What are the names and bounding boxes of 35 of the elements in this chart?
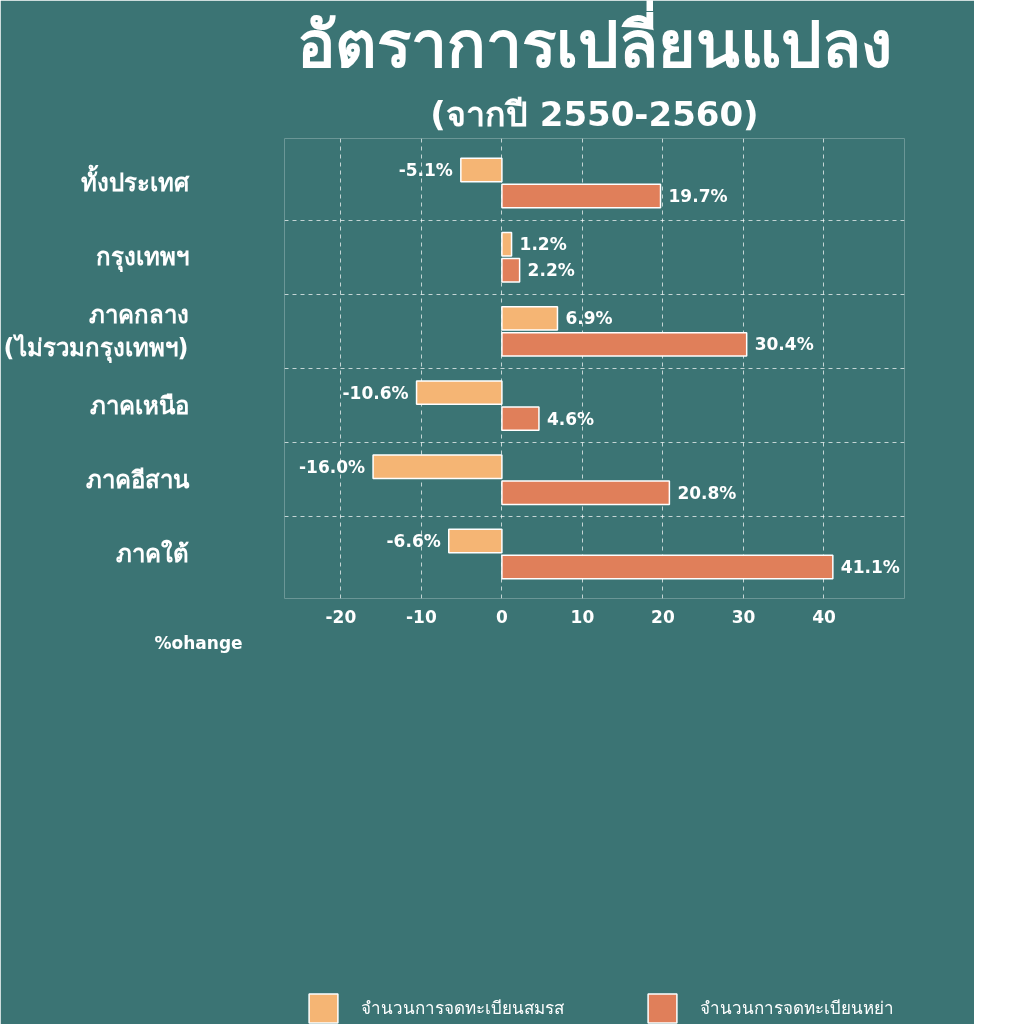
- bar: [448, 528, 503, 554]
- x-tick-label: -10: [406, 606, 437, 627]
- y-tick-label: กรุงเทพฯ: [95, 243, 189, 274]
- x-tick-label: 20: [651, 606, 675, 627]
- x-tick-label: -20: [325, 606, 357, 627]
- bar: [415, 380, 503, 406]
- bar: [501, 183, 662, 209]
- x-tick-label: 0: [495, 606, 508, 627]
- data-label: 6.9%: [565, 308, 613, 329]
- y-tick-label: ภาคเหนือ: [89, 391, 189, 420]
- x-axis-title: %ohange: [154, 632, 243, 653]
- data-label: 30.4%: [754, 334, 814, 355]
- bar: [501, 406, 540, 432]
- bar: [460, 157, 503, 183]
- x-tick-label: 10: [570, 606, 595, 627]
- chart-subtitle: (จากปี 2550-2560): [430, 93, 759, 134]
- data-label: 41.1%: [840, 556, 900, 577]
- data-label: 19.7%: [668, 186, 728, 206]
- y-tick-label: ภาคกลาง (ไม่รวมกรุงเทพฯ): [3, 300, 189, 365]
- x-tick-label: 40: [812, 606, 836, 627]
- legend-label: จำนวนการจดทะเบียนหย่า: [700, 997, 894, 1021]
- data-label: 4.6%: [546, 408, 595, 429]
- data-label: -10.6%: [342, 382, 409, 403]
- data-label: 20.8%: [677, 482, 737, 503]
- y-tick-label: ภาคใต้: [115, 538, 189, 568]
- data-label: -16.0%: [299, 456, 366, 477]
- legend-label: จำนวนการจดทะเบียนสมรส: [361, 997, 564, 1021]
- data-label: -5.1%: [398, 160, 453, 181]
- data-label: -6.6%: [386, 531, 441, 551]
- y-tick-label: ทั้งประเทศ: [80, 164, 190, 198]
- y-tick-label: ภาคอีสาน: [85, 465, 190, 494]
- data-label: 2.2%: [527, 260, 575, 281]
- data-label: 1.2%: [519, 234, 567, 255]
- chart-title: อัตราการเปลี่ยนแปลง: [297, 0, 892, 82]
- x-tick-label: 30: [731, 606, 756, 627]
